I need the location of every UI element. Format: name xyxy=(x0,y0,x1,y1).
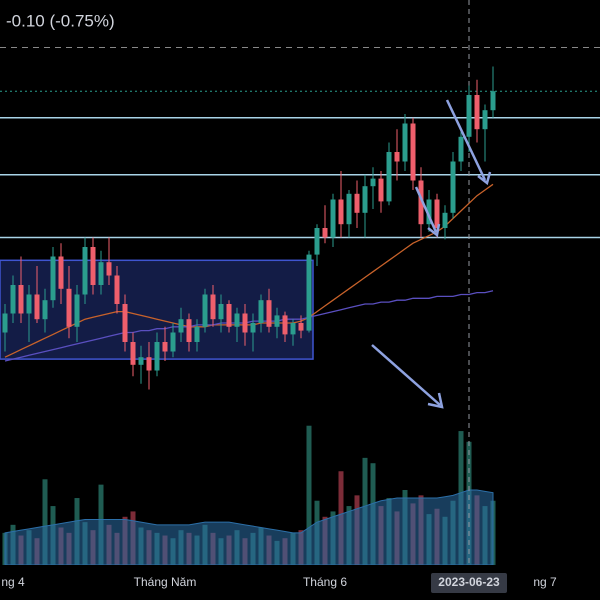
candle-body xyxy=(410,123,416,181)
candle-body xyxy=(474,95,480,130)
candle-body xyxy=(2,313,8,333)
candle-body xyxy=(450,161,456,213)
candle-body xyxy=(250,323,256,333)
candle-body xyxy=(170,332,176,352)
candle-body xyxy=(42,300,48,320)
x-tick-label: Tháng Năm xyxy=(134,575,197,589)
candle-body xyxy=(18,285,24,314)
crosshair-label: 2023-06-23 xyxy=(438,575,500,589)
candle-body xyxy=(306,254,312,331)
arrow-head xyxy=(427,392,444,409)
candle-body xyxy=(202,294,208,327)
x-axis-band xyxy=(0,565,600,600)
candle-body xyxy=(482,110,488,130)
candle-body xyxy=(234,313,240,327)
candle-body xyxy=(10,285,16,314)
candle-body xyxy=(362,186,368,213)
candle-body xyxy=(298,323,304,331)
volume-bar xyxy=(306,425,312,565)
candle-body xyxy=(82,247,88,295)
candle-body xyxy=(290,323,296,335)
x-tick-label: ng 7 xyxy=(533,575,557,589)
candle-body xyxy=(114,275,120,304)
volume-ma-area xyxy=(4,489,494,566)
candle-body xyxy=(58,256,64,289)
candle-body xyxy=(242,313,248,333)
candle-body xyxy=(338,199,344,225)
candle-body xyxy=(74,294,80,327)
candle-body xyxy=(314,228,320,255)
candle-body xyxy=(442,212,448,228)
candle-body xyxy=(418,180,424,225)
candle-body xyxy=(378,178,384,202)
arrow-head xyxy=(477,171,492,186)
arrow xyxy=(414,186,438,233)
arrow xyxy=(445,99,487,181)
candle-body xyxy=(154,342,160,371)
candle-body xyxy=(138,357,144,365)
annotation-arrows xyxy=(371,99,492,409)
candle-body xyxy=(34,294,40,320)
candle-body xyxy=(98,262,104,285)
candle-body xyxy=(394,152,400,162)
candle-body xyxy=(346,193,352,225)
candle-body xyxy=(354,193,360,213)
candle-body xyxy=(146,357,152,371)
candle-body xyxy=(490,91,496,111)
candle-body xyxy=(50,256,56,301)
candle-body xyxy=(458,136,464,162)
crosshair-label-bg xyxy=(431,573,507,593)
candle-body xyxy=(90,247,96,285)
candle-body xyxy=(26,294,32,314)
candle-body xyxy=(466,95,472,137)
moving-average xyxy=(4,183,494,358)
candle-body xyxy=(322,228,328,238)
candle-body xyxy=(226,304,232,327)
volume-bar xyxy=(42,479,48,565)
price-change: -0.10 (-0.75%) xyxy=(6,11,115,30)
arrow-head xyxy=(427,223,441,238)
moving-average xyxy=(4,290,494,362)
candle-body xyxy=(274,315,280,327)
candle-body xyxy=(370,178,376,187)
candle-body xyxy=(330,199,336,238)
candle-body xyxy=(218,304,224,320)
candle-body xyxy=(66,288,72,327)
candle-body xyxy=(434,199,440,228)
candle-body xyxy=(178,319,184,333)
x-tick-label: ng 4 xyxy=(1,575,25,589)
x-tick-label: Tháng 6 xyxy=(303,575,347,589)
candle-body xyxy=(122,304,128,342)
candle-body xyxy=(194,326,200,342)
candle-body xyxy=(258,300,264,323)
candle-body xyxy=(186,319,192,342)
candle-body xyxy=(106,262,112,276)
candle-body xyxy=(130,342,136,365)
arrow xyxy=(371,344,441,406)
candle-body xyxy=(402,123,408,162)
candle-body xyxy=(426,199,432,225)
candle-body xyxy=(210,294,216,320)
candle-body xyxy=(282,315,288,335)
candle-body xyxy=(386,152,392,202)
candle-body xyxy=(266,300,272,327)
candle-body xyxy=(162,342,168,352)
